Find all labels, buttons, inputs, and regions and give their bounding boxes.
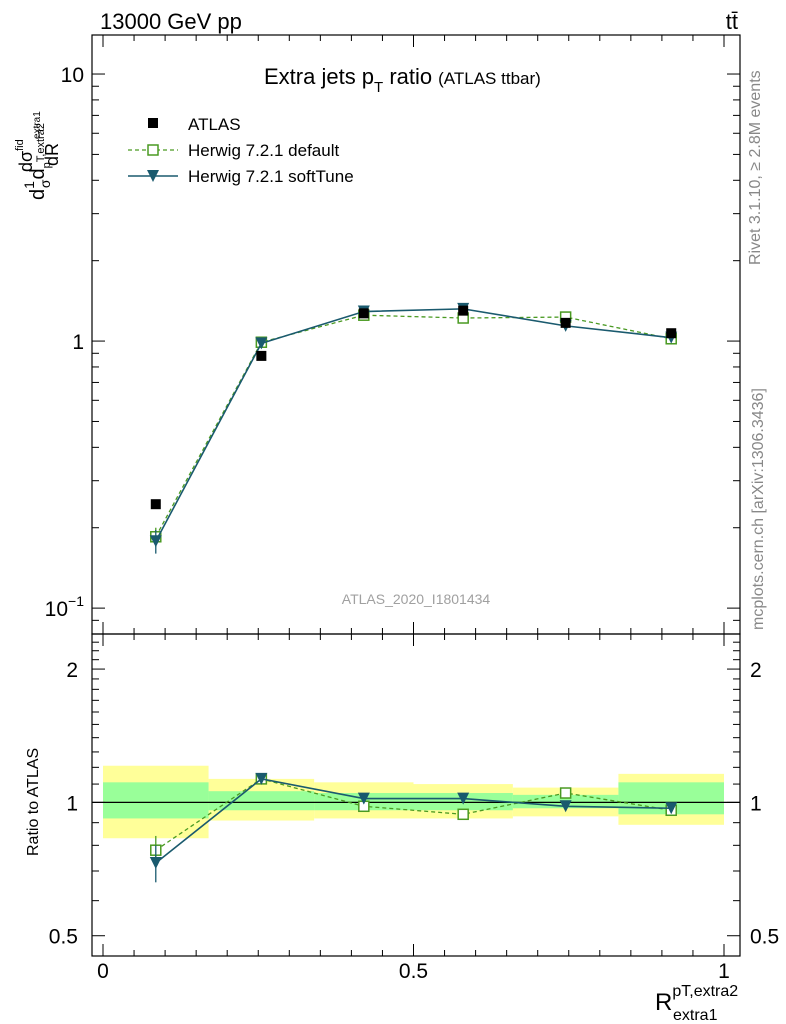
main-panel-series [149,302,678,554]
y-axis-tick-label-ratio-right: 1 [750,792,762,815]
y-axis-tick-label-ratio: 1 [66,792,78,815]
legend-label-atlas: ATLAS [188,115,241,134]
x-axis-tick-label: 1 [718,960,730,983]
ratio-panel-frame [91,633,741,957]
data-point-softtune [665,802,678,815]
data-point-softtune [559,800,572,813]
x-axis-tick-label: 0 [97,960,109,983]
data-point-atlas [458,305,469,316]
svg-text:dσfid: dσfid [14,139,36,172]
y-axis-tick-label-ratio-right: 0.5 [750,926,779,949]
x-axis-label-main: R [655,989,672,1016]
data-point-softtune [457,792,470,805]
chart-title-note: (ATLAS ttbar) [438,69,541,88]
y-tick-exponent: −1 [68,593,84,609]
data-point-atlas [560,317,571,328]
y-axis-tick-label-main: 10−1 [45,593,85,621]
chart-title-subscript: T [374,79,383,96]
energy-label: 13000 GeV pp [100,9,242,34]
chart-title-main: Extra jets p [264,64,374,89]
analysis-watermark: ATLAS_2020_I1801434 [342,591,491,607]
data-point-atlas [666,328,677,339]
y-axis-tick-label-ratio: 0.5 [49,926,78,949]
legend-marker-softtune [147,170,159,182]
ratio-band-green [208,791,315,811]
data-point-softtune [255,337,268,350]
series-line [155,314,672,538]
legend-marker-default [147,144,159,156]
y-axis-tick-label-ratio: 2 [66,659,78,682]
y-axis-tick-label-main: 1 [72,331,84,354]
data-point-default [457,808,469,821]
y-axis-label-ratio: Ratio to ATLAS [25,748,42,856]
ratio-panel-series [149,772,678,883]
x-axis-label: RpT,extra2 [655,983,738,1016]
ratio-band-green [103,782,209,819]
series-line [155,778,672,864]
process-label: tt̄ [726,9,738,34]
y-axis-tick-label-ratio-right: 2 [750,659,762,682]
data-point-softtune [149,535,162,548]
data-point-atlas [358,308,369,319]
data-point-softtune [255,772,268,785]
data-point-softtune [149,856,162,869]
series-line [155,778,672,851]
series-line [155,308,672,542]
legend-marker-atlas [148,118,158,128]
y-tick-base: 1 [72,331,84,354]
data-point-default [559,787,572,799]
axis-ticks [92,35,740,956]
data-point-atlas [150,499,161,510]
data-point-atlas [256,350,267,361]
y-axis-tick-label-main: 10 [61,64,84,87]
chart-title: Extra jets pT ratio (ATLAS ttbar) [264,64,541,96]
x-axis-label-sub: extra1 [673,1007,718,1024]
data-point-softtune [357,792,370,805]
mcplots-label: mcplots.cern.ch [arXiv:1306.3436] [750,388,767,630]
rivet-version-label: Rivet 3.1.10, ≥ 2.8M events [747,70,764,265]
x-axis-label-sup: pT,extra2 [672,983,738,1000]
chart-title-tail: ratio [383,64,432,89]
legend: ATLAS Herwig 7.2.1 default Herwig 7.2.1 … [128,115,354,186]
legend-label-softtune: Herwig 7.2.1 softTune [188,167,354,186]
y-axis-label-main: d1σdpT,extra2 dσfid dRextra1 [14,111,62,200]
y-tick-base: 10 [61,64,84,87]
y-tick-base: 10 [45,598,68,621]
legend-label-default: Herwig 7.2.1 default [188,141,339,160]
x-axis-tick-label: 0.5 [399,960,428,983]
